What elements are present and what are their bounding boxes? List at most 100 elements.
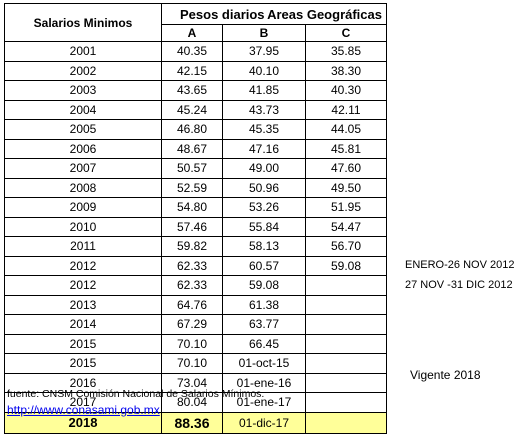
value-a-cell: 52.59: [161, 177, 223, 198]
table-row: 2017 80.04 01-ene-17: [4, 392, 387, 413]
value-c-cell: 35.85: [305, 41, 387, 62]
value-c-cell: [305, 392, 387, 413]
highlight-value-c-cell: [305, 411, 387, 434]
table-title: Salarios Minimos: [4, 3, 162, 42]
value-b-cell: 43.73: [222, 99, 306, 120]
source-text: fuente: CNSM Comisión Nacional de Salari…: [7, 388, 265, 400]
value-b-cell: 01-oct-15: [222, 353, 306, 374]
value-b-cell: 47.16: [222, 138, 306, 159]
table-row: 2008 52.59 50.96 49.50: [4, 177, 387, 198]
table-row: 2003 43.65 41.85 40.30: [4, 80, 387, 101]
value-a-cell: 42.15: [161, 60, 223, 81]
table-row: 2014 67.29 63.77: [4, 314, 387, 335]
value-c-cell: 47.60: [305, 158, 387, 179]
table-row: 2015 70.10 01-oct-15: [4, 353, 387, 374]
value-b-cell: 66.45: [222, 333, 306, 354]
value-a-cell: 54.80: [161, 197, 223, 218]
value-c-cell: 54.47: [305, 216, 387, 237]
table-row: 2015 70.10 66.45: [4, 333, 387, 354]
value-c-cell: 44.05: [305, 119, 387, 140]
year-cell: 2003: [4, 80, 162, 101]
value-b-cell: 59.08: [222, 275, 306, 296]
value-a-cell: 50.57: [161, 158, 223, 179]
table-row: 2013 64.76 61.38: [4, 294, 387, 315]
value-b-cell: 01-ene-17: [222, 392, 306, 413]
value-c-cell: 38.30: [305, 60, 387, 81]
value-c-cell: [305, 372, 387, 393]
value-b-cell: 53.26: [222, 197, 306, 218]
value-a-cell: 62.33: [161, 275, 223, 296]
value-a-cell: 48.67: [161, 138, 223, 159]
year-cell: 2004: [4, 99, 162, 120]
value-c-cell: 51.95: [305, 197, 387, 218]
year-cell: 2015: [4, 333, 162, 354]
value-b-cell: 41.85: [222, 80, 306, 101]
header-row-1: Salarios Minimos Pesos diarios Areas Geo…: [4, 3, 387, 42]
value-c-cell: [305, 275, 387, 296]
value-b-cell: 40.10: [222, 60, 306, 81]
table-row: 2012 62.33 59.08: [4, 275, 387, 296]
row-note: 27 NOV -31 DIC 2012: [405, 278, 513, 291]
year-cell: 2005: [4, 119, 162, 140]
value-c-cell: 40.30: [305, 80, 387, 101]
table-row: 2002 42.15 40.10 38.30: [4, 60, 387, 81]
table-row: 2009 54.80 53.26 51.95: [4, 197, 387, 218]
value-c-cell: 45.81: [305, 138, 387, 159]
value-c-cell: 59.08: [305, 255, 387, 276]
value-c-cell: [305, 294, 387, 315]
highlight-value-b-cell: 01-dic-17: [222, 411, 306, 434]
value-c-cell: [305, 314, 387, 335]
value-c-cell: 56.70: [305, 236, 387, 257]
header-group: Pesos diarios Areas Geográficas: [161, 3, 387, 25]
table-row: 2005 46.80 45.35 44.05: [4, 119, 387, 140]
year-cell: 2011: [4, 236, 162, 257]
value-a-cell: 62.33: [161, 255, 223, 276]
year-cell: 2008: [4, 177, 162, 198]
highlight-value-a-cell: 88.36: [161, 411, 223, 434]
column-header-b: B: [222, 24, 306, 42]
value-a-cell: 67.29: [161, 314, 223, 335]
year-cell: 2002: [4, 60, 162, 81]
table-row: 2012 62.33 60.57 59.08: [4, 255, 387, 276]
year-cell: 2016: [4, 372, 162, 393]
table-row: 2007 50.57 49.00 47.60: [4, 158, 387, 179]
column-header-c: C: [305, 24, 387, 42]
year-cell: 2012: [4, 275, 162, 296]
value-c-cell: [305, 353, 387, 374]
value-a-cell: 43.65: [161, 80, 223, 101]
salary-table-body: Salarios Minimos Pesos diarios Areas Geo…: [4, 3, 387, 434]
table-row: 2016 73.04 01-ene-16: [4, 372, 387, 393]
value-b-cell: 58.13: [222, 236, 306, 257]
value-b-cell: 37.95: [222, 41, 306, 62]
value-a-cell: 57.46: [161, 216, 223, 237]
header-row-2: A B C: [5, 24, 387, 42]
column-header-a: A: [161, 24, 223, 42]
value-a-cell: 46.80: [161, 119, 223, 140]
year-cell: 2012: [4, 255, 162, 276]
value-c-cell: 42.11: [305, 99, 387, 120]
table-row: 2011 59.82 58.13 56.70: [4, 236, 387, 257]
table-row: 2006 48.67 47.16 45.81: [4, 138, 387, 159]
value-a-cell: 70.10: [161, 333, 223, 354]
value-a-cell: 40.35: [161, 41, 223, 62]
value-b-cell: 60.57: [222, 255, 306, 276]
year-cell: 2017: [4, 392, 162, 413]
year-cell: 2001: [4, 41, 162, 62]
value-b-cell: 55.84: [222, 216, 306, 237]
year-cell: 2009: [4, 197, 162, 218]
year-cell: 2014: [4, 314, 162, 335]
value-a-cell: 64.76: [161, 294, 223, 315]
value-b-cell: 63.77: [222, 314, 306, 335]
value-c-cell: [305, 333, 387, 354]
value-b-cell: 50.96: [222, 177, 306, 198]
table-row: 2004 45.24 43.73 42.11: [4, 99, 387, 120]
value-a-cell: 45.24: [161, 99, 223, 120]
conasami-link[interactable]: http://www.conasami.gob.mx: [7, 403, 160, 417]
year-cell: 2007: [4, 158, 162, 179]
value-c-cell: 49.50: [305, 177, 387, 198]
header-pesos: Pesos diarios: [180, 6, 265, 22]
year-cell: 2006: [4, 138, 162, 159]
year-cell: 2015: [4, 353, 162, 374]
vigente-note: Vigente 2018: [410, 368, 481, 382]
value-b-cell: 49.00: [222, 158, 306, 179]
